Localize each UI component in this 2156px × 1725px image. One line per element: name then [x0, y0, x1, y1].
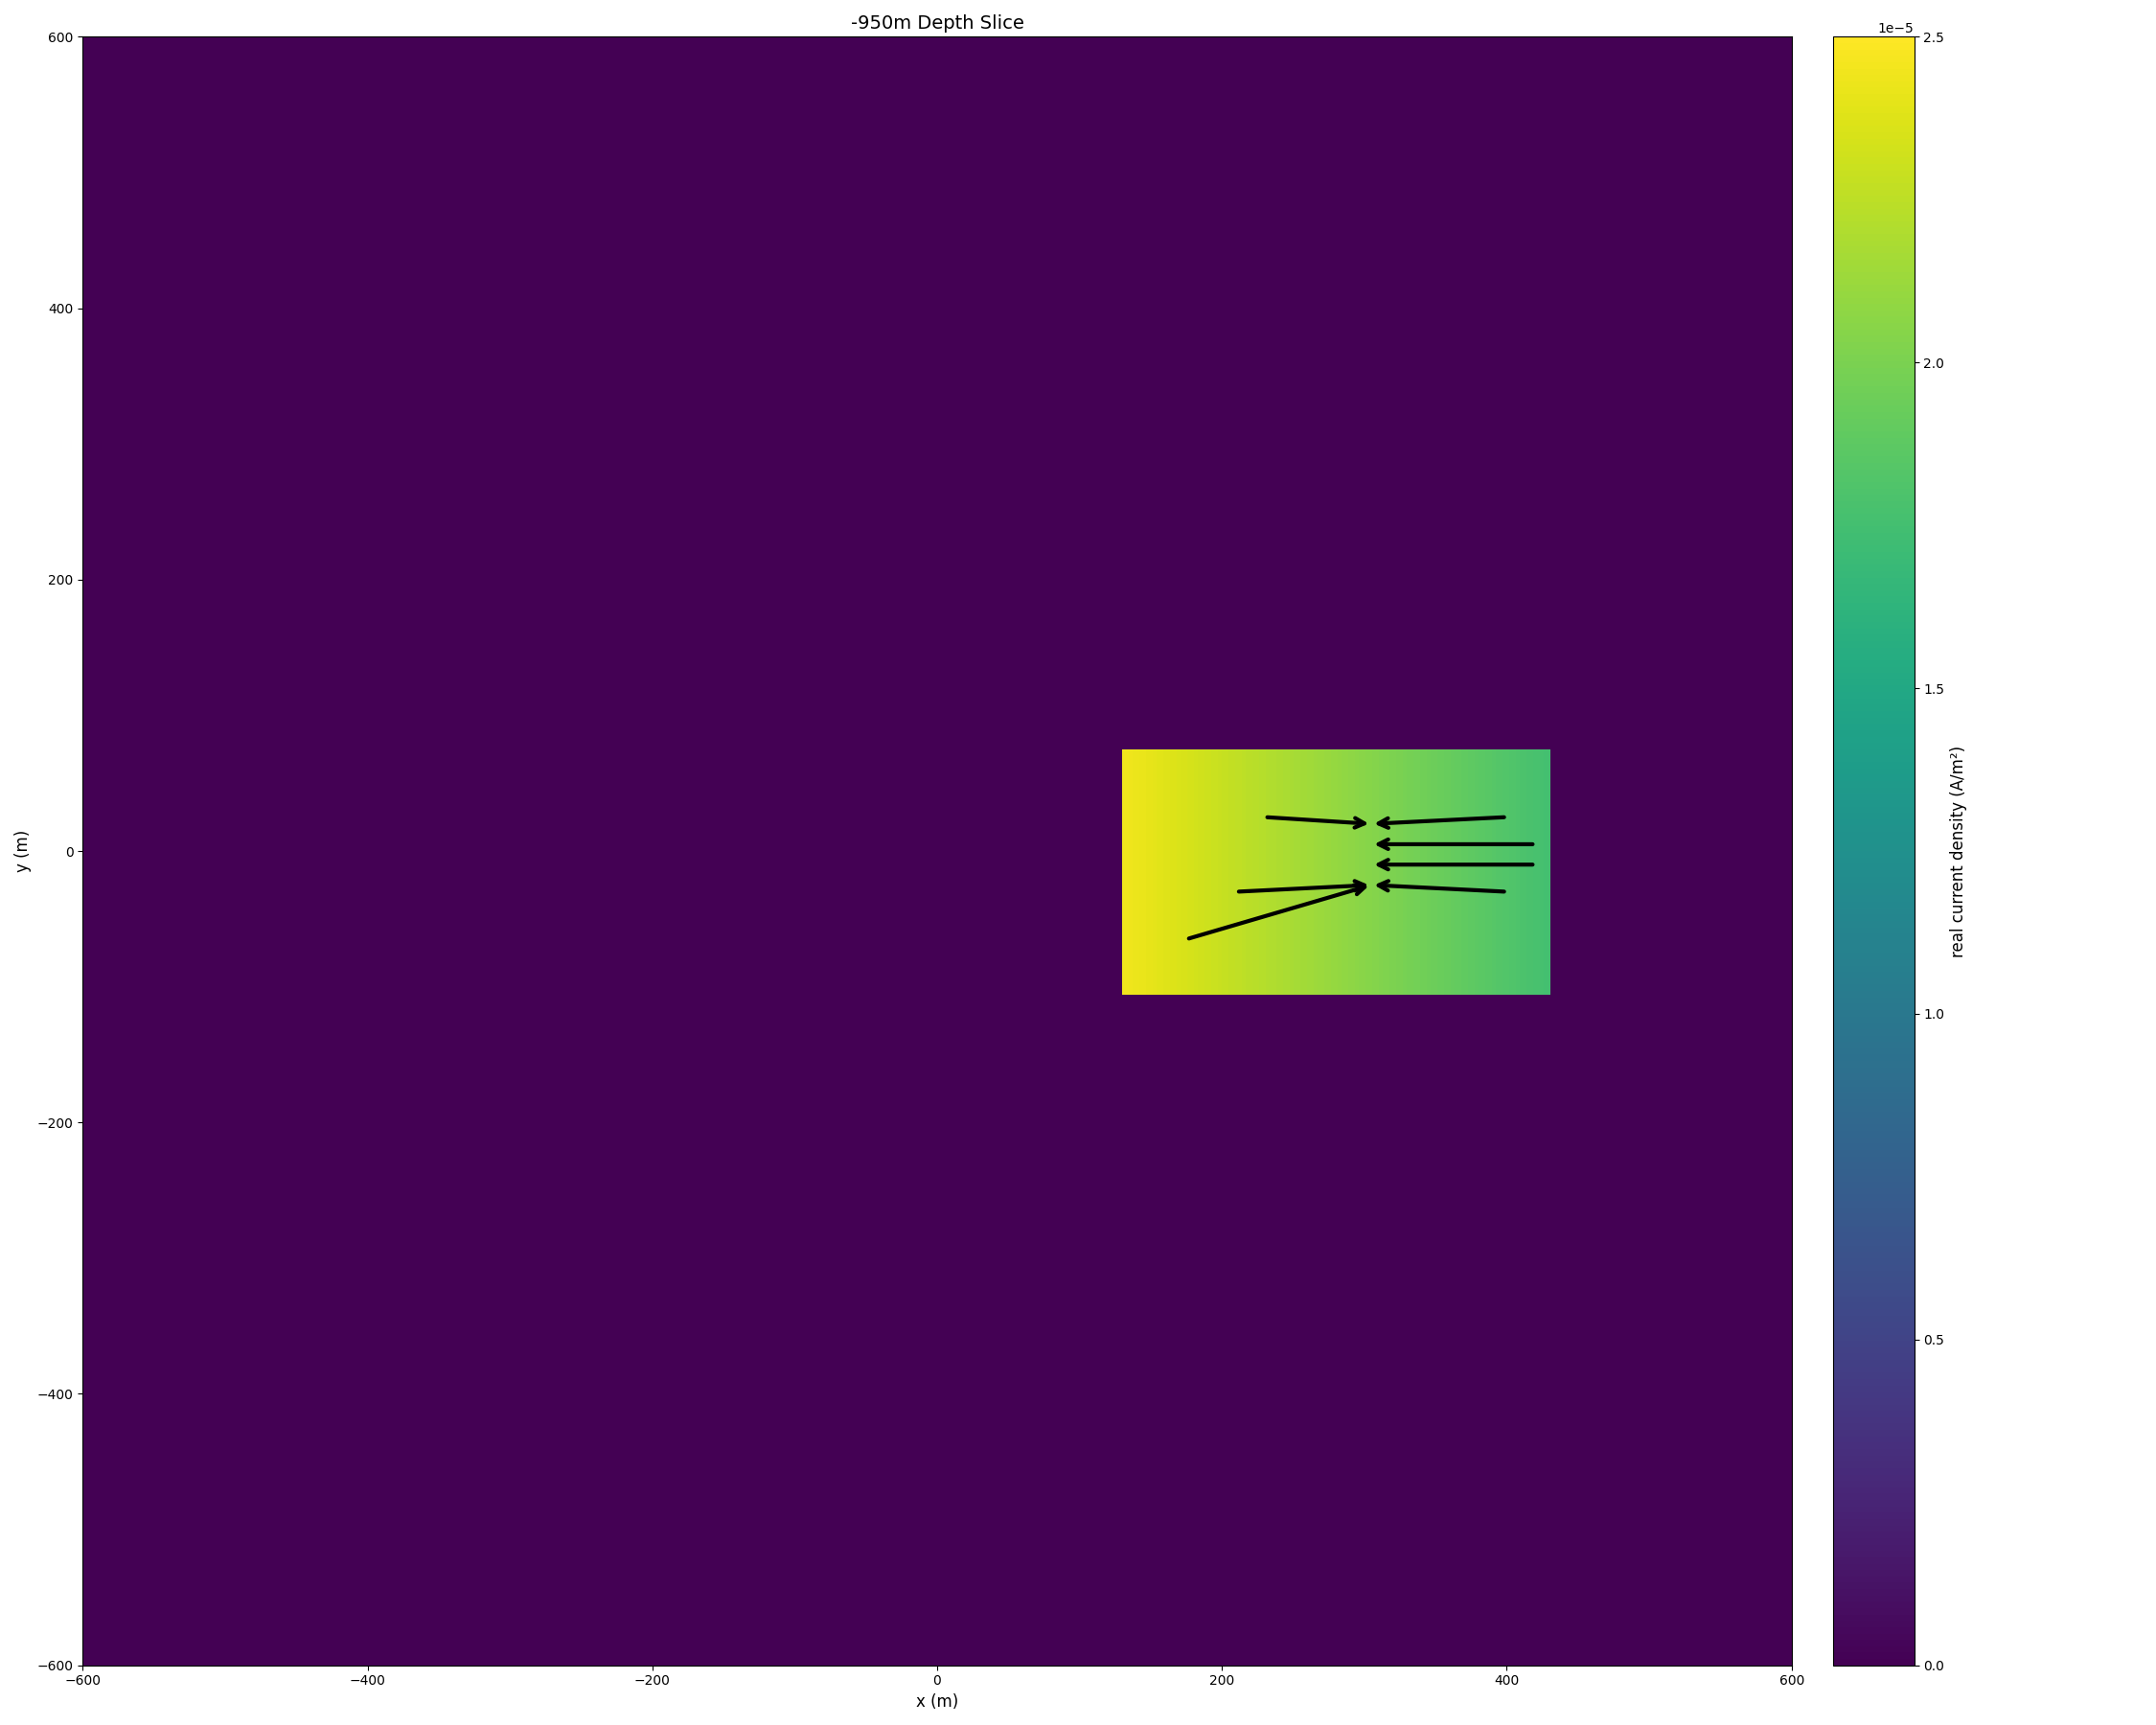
Y-axis label: real current density (A/m²): real current density (A/m²) [1949, 745, 1966, 957]
Title: -950m Depth Slice: -950m Depth Slice [849, 14, 1024, 33]
X-axis label: x (m): x (m) [916, 1694, 957, 1711]
Y-axis label: y (m): y (m) [15, 830, 32, 873]
